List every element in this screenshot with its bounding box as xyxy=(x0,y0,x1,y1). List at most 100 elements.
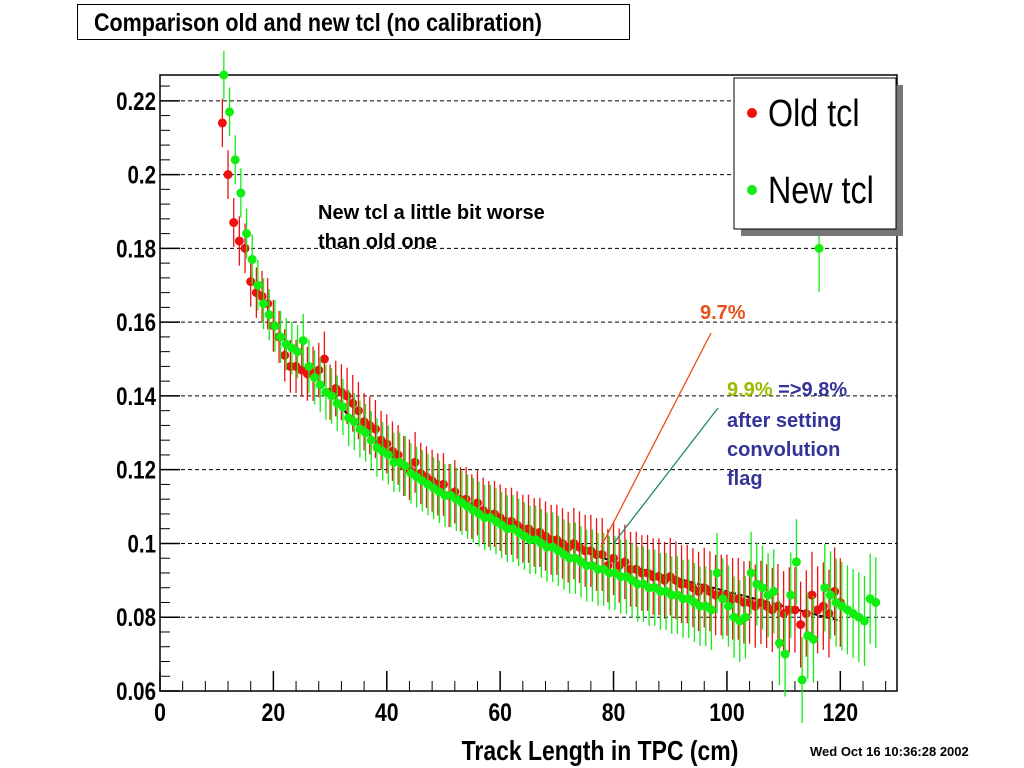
new-tcl-marker xyxy=(786,590,796,600)
old-tcl-point xyxy=(472,470,482,536)
new-tcl-point xyxy=(757,546,767,630)
new-tcl-point xyxy=(361,404,371,462)
old-tcl-point xyxy=(609,521,619,596)
axes-layer: 0.06 0.08 0.1 0.12 0.14 0.16 0.18 0.2 0.22 0 20 40 6… xyxy=(116,74,898,767)
old-tcl-marker xyxy=(773,601,783,611)
old-tcl-marker xyxy=(246,277,256,287)
old-tcl-point xyxy=(796,581,806,668)
old-tcl-marker xyxy=(348,398,358,408)
new-series-layer xyxy=(219,50,881,723)
new-tcl-marker xyxy=(814,243,824,253)
new-tcl-point xyxy=(786,552,796,638)
new-tcl-point xyxy=(219,50,229,100)
old-tcl-point xyxy=(393,425,403,485)
new-tcl-point xyxy=(808,596,818,683)
old-tcl-point xyxy=(620,524,630,600)
old-tcl-marker xyxy=(824,609,834,619)
new-tcl-point xyxy=(338,378,348,436)
old-tcl-marker xyxy=(790,605,800,615)
new-tcl-point xyxy=(242,208,252,259)
new-tcl-marker xyxy=(242,229,252,239)
new-tcl-point xyxy=(310,350,320,405)
new-tcl-marker xyxy=(315,380,325,390)
new-tcl-point xyxy=(712,532,722,614)
new-tcl-marker xyxy=(797,675,807,685)
new-tcl-point xyxy=(780,611,790,697)
legend-marker xyxy=(747,185,757,195)
new-tcl-marker xyxy=(361,428,371,438)
new-tcl-point xyxy=(774,600,784,686)
new-tcl-marker xyxy=(757,583,767,593)
new-tcl-marker xyxy=(859,616,869,626)
new-tcl-point xyxy=(859,575,869,666)
new-tcl-marker xyxy=(808,634,818,644)
old-tcl-marker xyxy=(370,424,380,434)
old-tcl-point xyxy=(773,563,783,649)
annotation-text: than old one xyxy=(318,231,437,253)
new-tcl-marker xyxy=(349,417,359,427)
old-tcl-marker xyxy=(410,457,420,467)
x-tick-label: 20 xyxy=(262,698,286,726)
new-tcl-marker xyxy=(327,391,337,401)
old-tcl-point xyxy=(790,567,800,653)
old-tcl-marker xyxy=(257,291,267,301)
new-tcl-marker xyxy=(253,280,263,290)
new-tcl-point xyxy=(230,135,240,185)
new-tcl-marker xyxy=(780,649,790,659)
old-tcl-marker xyxy=(796,620,806,630)
old-tcl-point xyxy=(319,331,329,387)
new-tcl-point xyxy=(871,557,881,648)
legend-marker xyxy=(747,108,757,118)
legend: Old tcl New tcl xyxy=(733,77,903,236)
old-tcl-point xyxy=(229,198,239,248)
y-tick-label: 0.22 xyxy=(116,87,156,115)
new-tcl-marker xyxy=(718,594,728,604)
grid-layer xyxy=(160,100,897,618)
annotation-new-note: convolution xyxy=(727,439,840,461)
new-tcl-point xyxy=(797,636,807,723)
new-tcl-point xyxy=(746,531,756,615)
old-tcl-marker xyxy=(801,609,811,619)
new-tcl-marker xyxy=(225,107,235,117)
new-tcl-point xyxy=(225,87,235,137)
new-tcl-point xyxy=(400,435,410,497)
x-tick-label: 60 xyxy=(488,698,512,726)
old-tcl-marker xyxy=(342,391,352,401)
new-tcl-marker xyxy=(820,583,830,593)
old-tcl-marker xyxy=(807,590,817,600)
y-tick-label: 0.16 xyxy=(116,308,156,336)
new-tcl-marker xyxy=(825,590,835,600)
timestamp: Wed Oct 16 10:36:28 2002 xyxy=(810,744,969,759)
new-tcl-point xyxy=(253,259,263,311)
annotation-new-percent: 9.9% =>9.8% xyxy=(727,379,847,401)
y-tick-label: 0.2 xyxy=(128,161,156,189)
old-tcl-marker xyxy=(217,118,227,128)
annotation-new-note: flag xyxy=(727,468,763,490)
old-tcl-point xyxy=(438,453,448,516)
y-tick-label: 0.06 xyxy=(116,677,156,705)
old-tcl-point xyxy=(410,431,420,493)
old-tcl-marker xyxy=(438,479,448,489)
new-tcl-point xyxy=(791,519,801,605)
legend-label: New tcl xyxy=(768,170,874,212)
y-tick-label: 0.12 xyxy=(116,456,156,484)
new-tcl-point xyxy=(366,411,376,470)
annotation-arrow-new xyxy=(613,407,719,544)
old-tcl-marker xyxy=(472,498,482,508)
old-tcl-marker xyxy=(620,557,630,567)
x-axis-label: Track Length in TPC (cm) xyxy=(462,736,739,767)
old-tcl-marker xyxy=(382,439,392,449)
annotations: New tcl a little bit worse than old one 9.… xyxy=(318,202,847,548)
old-tcl-marker xyxy=(314,365,324,375)
new-tcl-point xyxy=(825,551,835,639)
old-tcl-marker xyxy=(597,550,607,560)
new-tcl-marker xyxy=(264,310,274,320)
new-tcl-point xyxy=(276,310,286,363)
new-tcl-point xyxy=(298,313,308,368)
new-tcl-marker xyxy=(774,638,784,648)
old-tcl-marker xyxy=(280,350,290,360)
new-tcl-marker xyxy=(270,321,280,331)
old-series-layer xyxy=(217,98,845,668)
old-tcl-marker xyxy=(319,354,329,364)
